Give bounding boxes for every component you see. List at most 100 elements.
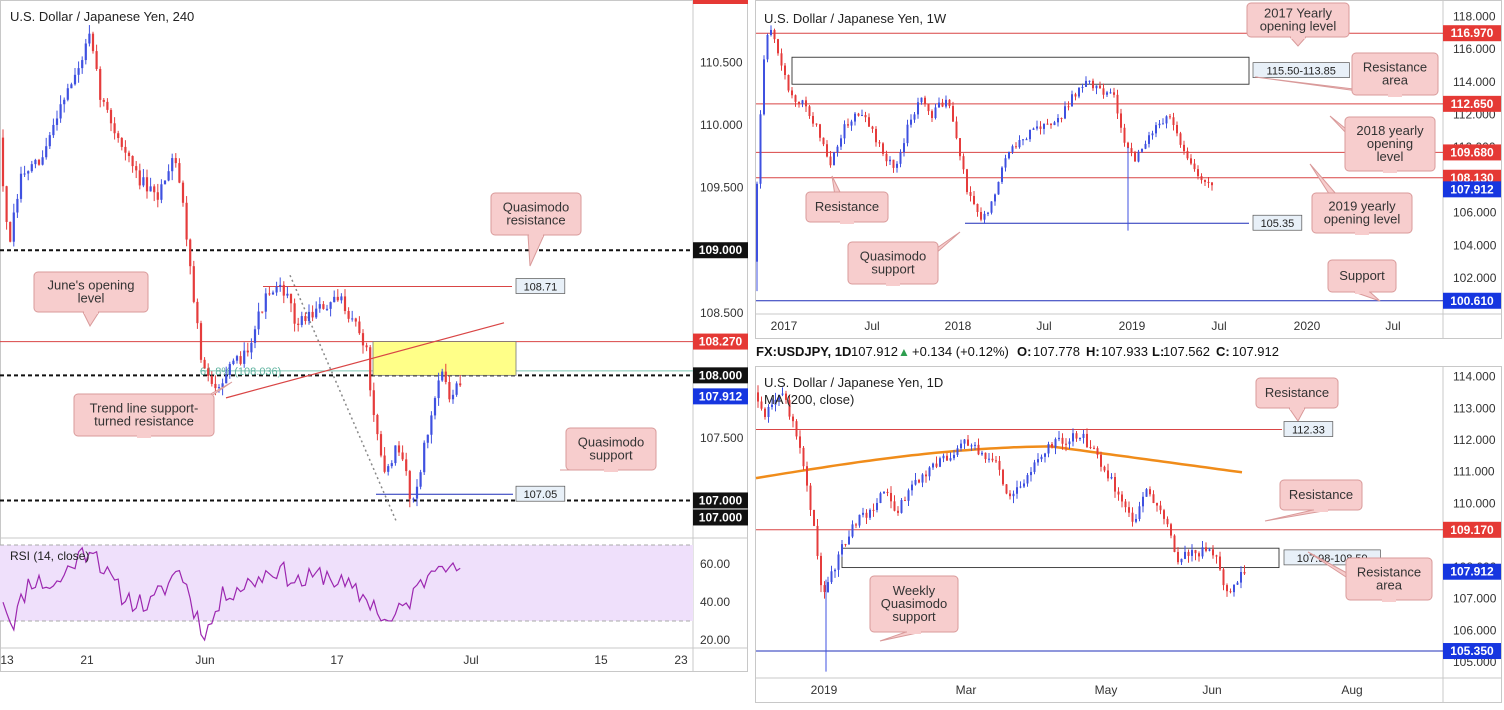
h4-candle-body	[23, 173, 26, 175]
weekly-candle	[938, 97, 940, 108]
daily-level-badge-bg	[1443, 521, 1501, 538]
daily-candle-body	[771, 404, 773, 407]
h4-level-badge: 108.270	[699, 335, 743, 349]
weekly-candle-body	[808, 106, 811, 116]
weekly-candle	[1176, 121, 1178, 137]
daily-callout-weekly-qm-text: support	[892, 609, 936, 624]
weekly-price-tick: 114.000	[1453, 75, 1496, 89]
weekly-candle	[1116, 89, 1119, 119]
daily-candle	[1222, 567, 1225, 591]
daily-candle	[785, 390, 787, 404]
weekly-candle-body	[798, 101, 800, 104]
weekly-level-badge: 108.130	[1450, 171, 1494, 185]
h4-candle-body	[203, 359, 206, 369]
daily-candle-body	[1009, 493, 1011, 497]
weekly-candle-body	[906, 124, 909, 144]
weekly-candle	[952, 101, 954, 123]
h4-candle	[293, 298, 296, 332]
weekly-candle-body	[997, 181, 1000, 195]
daily-candle	[1019, 481, 1022, 489]
h4-candle	[322, 301, 325, 310]
weekly-candle	[1162, 118, 1164, 125]
weekly-candle-body	[927, 104, 930, 112]
daily-candle	[1005, 484, 1008, 495]
weekly-time-tick: Jul	[1036, 319, 1051, 333]
daily-candle	[1072, 428, 1074, 447]
weekly-candle	[843, 120, 846, 144]
h4-candle	[34, 158, 37, 169]
h4-candle	[250, 338, 253, 360]
daily-candle	[778, 394, 780, 407]
h4-candle	[120, 137, 123, 151]
daily-level-badge: 105.350	[1450, 644, 1494, 658]
weekly-candle-body	[812, 115, 814, 124]
h4-level-badge-bg	[693, 242, 748, 259]
h4-candle	[55, 110, 59, 131]
daily-candle-body	[988, 458, 990, 460]
daily-candle-body	[981, 452, 983, 455]
daily-callout-resistance-mid: Resistance	[1264, 479, 1363, 522]
h4-current-price-badge-bg	[693, 388, 748, 405]
daily-candle	[757, 385, 759, 408]
h4-candle-body	[30, 164, 33, 172]
daily-candle	[1219, 551, 1221, 572]
weekly-candle	[906, 119, 909, 147]
weekly-candle-body	[983, 213, 986, 220]
h4-candle	[124, 140, 127, 161]
daily-candle-body	[914, 479, 917, 485]
h4-qm-resistance-value-bg	[515, 278, 566, 294]
h4-candle-body	[325, 308, 329, 310]
daily-candle	[1096, 446, 1099, 459]
h4-candle	[304, 312, 307, 325]
daily-candle	[1058, 430, 1060, 442]
daily-candle-body	[1047, 443, 1050, 454]
h4-time-tick: 21	[80, 653, 94, 667]
weekly-candle-body	[987, 212, 989, 214]
daily-title: U.S. Dollar / Japanese Yen, 1D	[764, 375, 943, 390]
daily-candle	[900, 497, 903, 514]
h4-candle-body	[275, 286, 278, 293]
daily-candle	[1243, 565, 1246, 575]
weekly-candle	[1144, 140, 1147, 150]
weekly-candle	[1067, 101, 1070, 111]
daily-price-tick: 114.000	[1453, 370, 1496, 384]
weekly-candle	[1141, 148, 1143, 153]
weekly-candle	[822, 137, 825, 147]
h4-candle	[311, 305, 314, 322]
h4-candle-body	[34, 159, 37, 165]
weekly-candle-body	[1064, 106, 1066, 119]
daily-candle-body	[1044, 453, 1046, 457]
weekly-candle	[1120, 108, 1122, 133]
weekly-candle	[913, 111, 916, 123]
weekly-candle-body	[990, 201, 993, 213]
h4-rsi-tick: 40.00	[700, 595, 730, 609]
daily-candle	[1233, 584, 1235, 597]
h4-candle-body	[81, 60, 84, 69]
h4-candle	[5, 185, 8, 230]
h4-candle-body	[261, 311, 264, 313]
h4-candle-body	[66, 88, 69, 100]
daily-candle-body	[960, 443, 962, 449]
h4-candle-body	[59, 104, 62, 119]
daily-candle	[865, 509, 868, 525]
daily-candle	[841, 539, 843, 557]
daily-candle-body	[806, 466, 808, 486]
h4-candle-body	[347, 310, 350, 319]
h4-candle-body	[264, 293, 267, 312]
h4-rsi-title: RSI (14, close)	[10, 549, 89, 563]
weekly-qm-support-value-bg	[1252, 214, 1303, 231]
h4-callout-junes-opening-text: level	[78, 291, 105, 306]
daily-candle	[974, 442, 976, 450]
weekly-candle	[875, 126, 877, 147]
daily-candle-body	[1058, 437, 1060, 440]
daily-candle-body	[1163, 510, 1165, 519]
h4-candle-body	[451, 394, 455, 400]
weekly-candle	[1011, 144, 1014, 154]
h4-candle-body	[221, 383, 224, 388]
h4-candle	[127, 150, 131, 163]
weekly-candle	[927, 103, 930, 116]
daily-candle	[998, 455, 1001, 476]
daily-price-tick: 113.000	[1453, 401, 1496, 415]
h4-candle	[318, 297, 321, 313]
